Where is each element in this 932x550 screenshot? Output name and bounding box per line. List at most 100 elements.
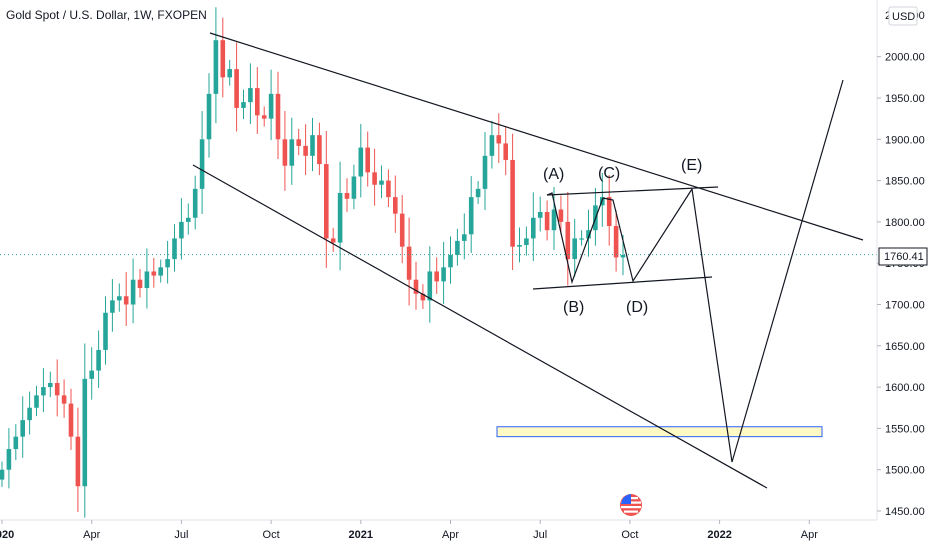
candle bbox=[261, 106, 267, 127]
candle bbox=[613, 210, 619, 272]
usd-flag-icon[interactable] bbox=[620, 494, 642, 516]
candle bbox=[358, 123, 364, 198]
candle bbox=[179, 198, 184, 260]
projection-path[interactable] bbox=[691, 79, 844, 463]
candle bbox=[144, 248, 150, 309]
candle-body bbox=[462, 234, 467, 241]
candle bbox=[20, 396, 25, 458]
candle-body bbox=[517, 245, 522, 247]
candle bbox=[413, 261, 419, 310]
currency-button[interactable]: USD bbox=[892, 11, 915, 23]
candle-body bbox=[186, 217, 191, 222]
candle bbox=[199, 111, 205, 214]
candle bbox=[531, 192, 536, 262]
candle-body bbox=[248, 88, 253, 103]
candle-body bbox=[172, 238, 177, 260]
candles-layer bbox=[0, 7, 626, 518]
last-price-label: 1760.41 bbox=[884, 251, 924, 263]
candle-body bbox=[344, 192, 350, 199]
candle bbox=[606, 175, 612, 246]
candle-body bbox=[192, 188, 198, 218]
candle-body bbox=[20, 420, 25, 437]
candle bbox=[158, 259, 163, 283]
candle-body bbox=[282, 139, 288, 166]
time-tick-label: Apr bbox=[442, 529, 459, 541]
candle-body bbox=[441, 267, 446, 282]
candle bbox=[117, 283, 122, 312]
candle-body bbox=[551, 209, 557, 231]
candle-body bbox=[537, 211, 543, 218]
support-zone[interactable] bbox=[496, 426, 823, 438]
candle-body bbox=[75, 436, 81, 487]
candle bbox=[75, 407, 81, 512]
candle bbox=[310, 117, 315, 172]
candle-body bbox=[468, 197, 474, 235]
candle-body bbox=[337, 192, 343, 243]
candle bbox=[96, 330, 101, 388]
candle bbox=[137, 268, 143, 298]
price-tick-label: 1650.00 bbox=[885, 341, 925, 353]
candle-body bbox=[220, 40, 226, 78]
upper-trendline[interactable] bbox=[209, 32, 864, 241]
candle bbox=[517, 227, 522, 263]
chart-title: Gold Spot / U.S. Dollar, 1W, FXOPEN bbox=[6, 8, 207, 22]
candle bbox=[393, 175, 398, 233]
currency-button-box[interactable] bbox=[888, 6, 918, 26]
candle bbox=[565, 191, 571, 286]
wave-label: (A) bbox=[543, 166, 564, 183]
candle-body bbox=[234, 69, 239, 108]
wave-label: (B) bbox=[563, 299, 584, 316]
candle-body bbox=[317, 135, 322, 165]
time-tick-label: Jul bbox=[174, 529, 188, 541]
candle bbox=[241, 89, 246, 119]
lower-trendline[interactable] bbox=[192, 164, 768, 489]
candle-body bbox=[13, 436, 19, 450]
candle-body bbox=[510, 159, 515, 247]
candle-body bbox=[620, 254, 626, 258]
candle-body bbox=[310, 135, 315, 156]
time-tick-label: Oct bbox=[263, 529, 280, 541]
candle-body bbox=[606, 197, 612, 227]
candle-body bbox=[531, 217, 536, 239]
candle bbox=[365, 131, 370, 187]
candle bbox=[462, 213, 467, 260]
candle-body bbox=[34, 395, 39, 408]
candle bbox=[372, 148, 377, 206]
candle-body bbox=[482, 155, 488, 189]
candle-body bbox=[268, 93, 274, 119]
time-tick-label: Apr bbox=[83, 529, 100, 541]
candle-body bbox=[289, 139, 295, 166]
wave-label: (E) bbox=[681, 157, 702, 174]
candle bbox=[13, 424, 19, 461]
candle-body bbox=[358, 147, 364, 177]
candle bbox=[41, 368, 46, 413]
triangle-lower-line[interactable] bbox=[532, 276, 713, 290]
candle-body bbox=[386, 180, 391, 198]
wave-label: (C) bbox=[598, 165, 620, 182]
wave-path[interactable] bbox=[546, 188, 693, 285]
candle bbox=[303, 124, 308, 175]
time-scale[interactable]: 2020 Apr Jul Oct 2021 Apr Jul Oct 2022 Apr bbox=[0, 520, 818, 541]
candle bbox=[6, 428, 12, 489]
candle-body bbox=[455, 240, 460, 255]
candle bbox=[503, 126, 508, 176]
triangle-upper-line[interactable] bbox=[546, 186, 719, 196]
candle-body bbox=[434, 271, 439, 282]
candle bbox=[275, 71, 281, 159]
candle bbox=[475, 181, 481, 205]
candle bbox=[434, 257, 439, 294]
candle bbox=[296, 128, 301, 156]
candle bbox=[54, 359, 60, 417]
candle-body bbox=[365, 147, 370, 173]
candle-body bbox=[6, 449, 12, 470]
candle-body bbox=[489, 135, 495, 156]
candle bbox=[399, 195, 405, 264]
candle-body bbox=[179, 221, 184, 239]
candle bbox=[330, 227, 336, 252]
candle bbox=[524, 226, 529, 256]
price-scale[interactable]: 2000.001950.001900.001850.001800.001750.… bbox=[877, 52, 925, 518]
candle bbox=[537, 196, 543, 232]
candle-body bbox=[103, 312, 108, 350]
candle bbox=[227, 59, 232, 86]
